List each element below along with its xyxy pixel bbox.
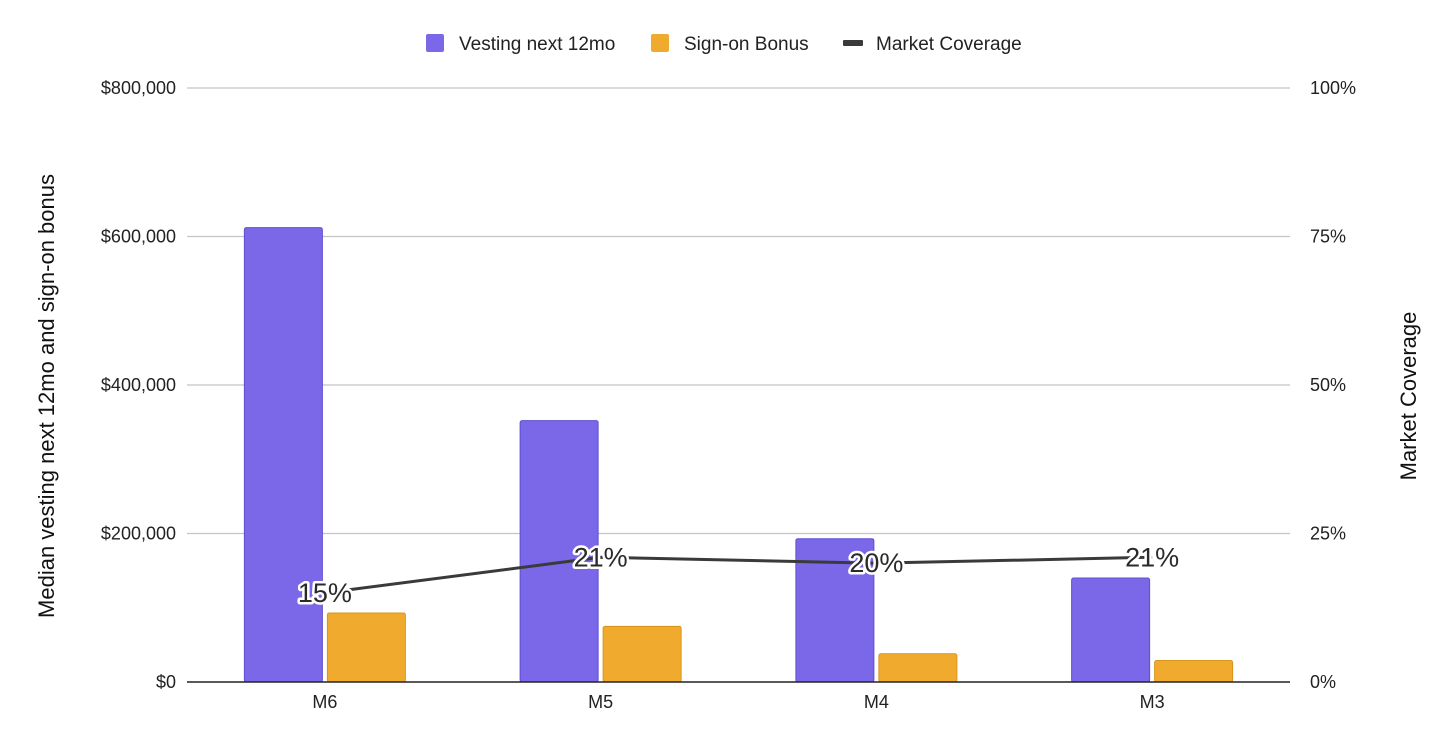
data-label-m6: 15% bbox=[298, 578, 352, 608]
data-label-m5: 21% bbox=[574, 542, 628, 572]
legend-item-market-coverage: Market Coverage bbox=[843, 34, 1022, 55]
y-axis-left-title: Median vesting next 12mo and sign-on bon… bbox=[34, 174, 59, 618]
x-tick-label: M4 bbox=[864, 692, 889, 712]
legend-label: Market Coverage bbox=[876, 34, 1022, 55]
gridlines bbox=[187, 87, 1290, 535]
y-axis-right-title: Market Coverage bbox=[1396, 312, 1421, 481]
y-left-tick-label: $600,000 bbox=[101, 227, 176, 247]
data-label-m3: 21% bbox=[1125, 542, 1179, 572]
legend-label: Sign-on Bonus bbox=[684, 34, 809, 55]
legend-item-vesting-next-12mo: Vesting next 12mo bbox=[426, 34, 615, 55]
x-tick-label: M6 bbox=[312, 692, 337, 712]
axis-ticks: $0 $200,000 $400,000 $600,000 $800,000 0% 25% 5… bbox=[101, 78, 1356, 712]
y-left-tick-label: $800,000 bbox=[101, 78, 176, 98]
legend-swatch bbox=[651, 34, 669, 52]
y-right-tick-label: 100% bbox=[1310, 78, 1356, 98]
legend-swatch bbox=[843, 40, 863, 46]
bar-vesting-next-12mo-m6 bbox=[243, 227, 323, 683]
x-tick-label: M5 bbox=[588, 692, 613, 712]
bars bbox=[243, 227, 1234, 683]
y-right-tick-label: 50% bbox=[1310, 375, 1346, 395]
market-coverage-polyline bbox=[324, 555, 1153, 595]
legend-label: Vesting next 12mo bbox=[459, 34, 615, 55]
y-left-tick-label: $0 bbox=[156, 672, 176, 692]
y-left-tick-label: $400,000 bbox=[101, 375, 176, 395]
y-right-tick-label: 75% bbox=[1310, 227, 1346, 247]
market-coverage-line: 15% 21% 20% 21% bbox=[295, 540, 1181, 611]
bar-vesting-next-12mo-m3 bbox=[1071, 577, 1151, 683]
y-right-tick-label: 25% bbox=[1310, 524, 1346, 544]
data-label-m4: 20% bbox=[849, 548, 903, 578]
bar-sign-on-bonus-m3 bbox=[1154, 659, 1234, 683]
bar-sign-on-bonus-m6 bbox=[326, 612, 406, 683]
y-right-tick-label: 0% bbox=[1310, 672, 1336, 692]
y-left-tick-label: $200,000 bbox=[101, 524, 176, 544]
bar-sign-on-bonus-m5 bbox=[602, 625, 682, 683]
legend-item-sign-on-bonus: Sign-on Bonus bbox=[651, 34, 809, 55]
legend: Vesting next 12mo Sign-on Bonus Market Cov… bbox=[426, 34, 1022, 55]
bar-sign-on-bonus-m4 bbox=[878, 653, 958, 683]
x-tick-label: M3 bbox=[1140, 692, 1165, 712]
legend-swatch bbox=[426, 34, 444, 52]
